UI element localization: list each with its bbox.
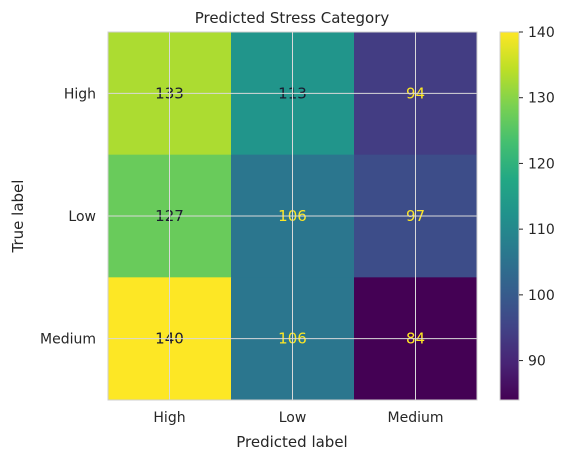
colorbar-tick-label: 140 [528,25,555,41]
colorbar-tick-label: 120 [528,156,555,172]
chart-title: Predicted Stress Category [195,9,390,27]
colorbar-tick-label: 90 [528,354,546,370]
colorbar-tick-label: 130 [528,91,555,107]
x-tick-label: Medium [388,410,444,426]
y-axis-ticks: High Low Medium [40,86,96,347]
heatmap-grid [108,32,477,400]
colorbar [499,31,520,401]
plot-frame [107,31,478,401]
colorbar-ticks: 90 100 110 120 130 140 [519,25,555,370]
colorbar-tick-label: 100 [528,288,555,304]
y-tick-label: High [64,86,96,102]
x-axis-label: Predicted label [236,433,347,451]
x-tick-label: High [153,410,185,426]
y-tick-label: Low [68,209,96,225]
y-tick-label: Medium [40,332,96,348]
x-tick-label: Low [279,410,307,426]
x-axis-ticks: High Low Medium [153,410,443,426]
y-axis-label: True label [9,180,27,254]
colorbar-tick-label: 110 [528,222,555,238]
